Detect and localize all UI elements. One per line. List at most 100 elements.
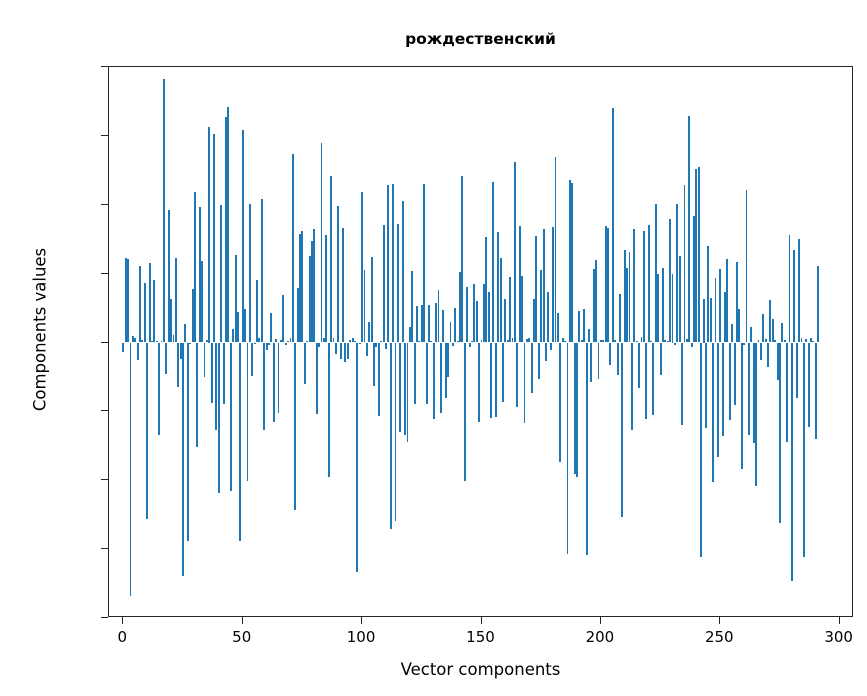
bar <box>332 337 335 343</box>
bar <box>511 338 514 343</box>
bar <box>795 342 798 398</box>
bar <box>420 305 423 343</box>
bar <box>313 228 316 343</box>
bar <box>439 342 442 414</box>
bar <box>559 342 562 462</box>
bar <box>170 299 173 343</box>
bar <box>279 339 282 343</box>
bar <box>447 342 450 377</box>
bar <box>728 342 731 420</box>
bar <box>587 328 590 343</box>
bar <box>466 286 469 343</box>
bar <box>198 206 201 343</box>
bar <box>690 342 693 347</box>
bar <box>611 108 614 343</box>
bar <box>487 292 490 343</box>
bar <box>709 297 712 343</box>
bar <box>162 79 165 343</box>
bar <box>210 342 213 404</box>
bar <box>167 209 170 343</box>
bar <box>401 200 404 343</box>
bar <box>344 342 347 362</box>
bar <box>337 206 340 343</box>
bar <box>736 262 738 343</box>
x-axis-label: Vector components <box>400 660 561 679</box>
bar <box>752 342 755 443</box>
bar <box>525 339 528 343</box>
bar <box>131 335 134 343</box>
bar <box>258 338 261 343</box>
plot-axes <box>108 66 853 617</box>
bar <box>127 258 130 343</box>
bar <box>762 314 765 343</box>
bar <box>750 327 753 343</box>
bar <box>215 342 218 430</box>
bar <box>179 342 182 360</box>
bar <box>767 342 769 367</box>
x-tick-mark <box>480 617 482 624</box>
bar <box>370 257 373 343</box>
bar <box>630 342 633 431</box>
bar <box>442 310 445 343</box>
bar <box>435 303 438 343</box>
bar <box>552 227 555 343</box>
bar <box>645 342 648 419</box>
bar <box>755 342 758 487</box>
x-tick-label: 200 <box>585 628 615 646</box>
bar <box>757 340 760 343</box>
bar <box>800 337 803 343</box>
bar <box>810 338 812 343</box>
bar <box>205 339 208 343</box>
bar <box>461 176 464 343</box>
bar <box>521 276 524 343</box>
bar <box>685 339 688 343</box>
y-tick-mark <box>101 479 108 481</box>
bar <box>781 322 784 343</box>
bar <box>509 277 512 343</box>
bar <box>396 223 399 343</box>
bar <box>174 258 177 343</box>
bar <box>790 342 793 582</box>
bar <box>726 259 729 343</box>
bar <box>609 342 612 365</box>
bar <box>578 311 581 343</box>
bar <box>743 342 746 345</box>
bar <box>733 342 736 406</box>
x-tick-mark <box>122 617 124 624</box>
bar <box>607 228 609 343</box>
bar <box>263 342 266 430</box>
bar <box>377 342 380 416</box>
bar <box>492 182 495 343</box>
x-tick-label: 0 <box>117 628 128 646</box>
bar <box>707 246 710 343</box>
bar <box>673 342 676 346</box>
bar <box>662 268 664 343</box>
bar <box>306 341 309 343</box>
bar <box>236 311 239 343</box>
bar <box>599 340 602 343</box>
bar <box>246 342 249 481</box>
bar <box>513 162 516 343</box>
bar <box>678 255 681 343</box>
bar <box>802 342 805 557</box>
bar <box>143 282 146 343</box>
bar <box>654 204 657 343</box>
y-tick-mark <box>101 272 108 274</box>
bar <box>573 342 576 475</box>
bar <box>786 342 789 443</box>
y-tick-mark <box>101 66 108 67</box>
bar <box>287 340 290 343</box>
bar <box>189 342 192 344</box>
bar <box>296 288 299 343</box>
bar <box>595 259 598 343</box>
bar <box>268 342 270 345</box>
bar <box>373 342 375 387</box>
bar <box>351 337 354 343</box>
bar <box>265 342 268 351</box>
bar <box>358 342 361 344</box>
bar <box>478 342 481 423</box>
bar <box>700 342 703 557</box>
bar <box>676 204 679 343</box>
bar <box>470 341 473 343</box>
bar <box>628 251 631 343</box>
